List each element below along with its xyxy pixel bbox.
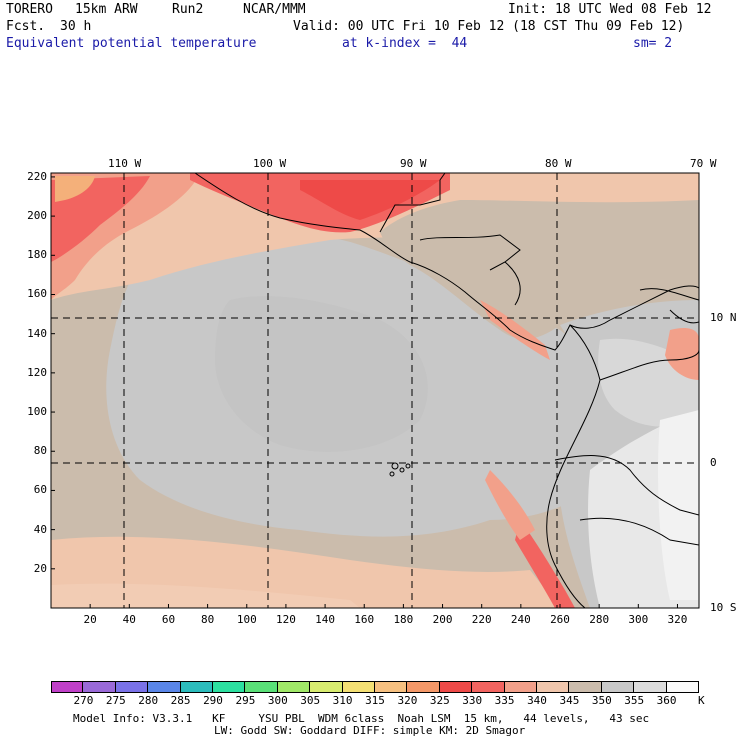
run-label: Run2 [172,2,204,17]
colorbar-swatch [569,681,602,693]
forecast-hours: 30 h [60,19,92,34]
y-tick-label: 120 [27,365,47,379]
x-tick-label: 40 [122,613,136,626]
y-tick-label: 220 [27,169,47,183]
colorbar-label: 330 [462,694,483,707]
colorbar-swatch [245,681,278,693]
x-tick-label: 100 [236,613,257,626]
graticule [51,173,699,608]
lon-label-90w: 90 W [400,157,427,170]
colorbar-label: 290 [203,694,223,707]
physics-info-line: LW: Godd SW: Goddard DIFF: simple KM: 2D… [214,724,526,737]
x-tick-label: 260 [550,613,570,626]
colorbar-label: 335 [494,694,515,707]
colorbar-label: 285 [170,694,191,707]
lon-label-110w: 110 W [108,157,142,170]
model-name: TORERO [6,2,53,17]
x-tick-label: 320 [667,613,688,626]
colorbar-swatch [213,681,246,693]
colorbar-label: 310 [332,694,353,707]
colorbar-label: 355 [624,694,645,707]
lat-label-10s: 10 S [710,601,737,614]
lon-label-80w: 80 W [545,157,572,170]
x-tick-label: 160 [354,613,375,626]
y-tick-label: 100 [27,405,47,419]
colorbar-swatch [537,681,570,693]
axis-ticks [51,176,678,608]
colorbar-label: 360 [656,694,677,707]
colorbar-label: 280 [138,694,159,707]
colorbar-swatch [504,681,537,693]
colorbar-label: 275 [105,694,126,707]
colorbar-swatch [310,681,343,693]
colorbar-swatch [180,681,213,693]
colorbar-label: 295 [235,694,256,707]
temperature-field [51,173,699,608]
colorbar-swatch [407,681,440,693]
colorbar-label: 325 [429,694,450,707]
colorbar-unit: K [698,694,705,707]
y-tick-label: 180 [27,248,47,262]
x-tick-label: 20 [83,613,97,626]
colorbar-swatch [634,681,667,693]
x-tick-label: 280 [589,613,610,626]
x-tick-label: 240 [510,613,531,626]
colorbar-swatch [375,681,408,693]
y-tick-label: 60 [33,483,47,497]
valid-time: Valid: 00 UTC Fri 10 Feb 12 (18 CST Thu … [293,19,685,34]
center-label: NCAR/MMM [243,2,306,17]
forecast-label: Fcst. [6,19,46,34]
lon-label-100w: 100 W [253,157,287,170]
x-tick-label: 60 [161,613,176,626]
init-time: Init: 18 UTC Wed 08 Feb 12 [508,2,712,17]
colorbar-swatch [472,681,505,693]
lon-label-70w: 70 W [690,157,717,170]
smoothing-label: sm= 2 [633,36,673,51]
x-tick-label: 180 [393,613,414,626]
colorbar-swatch [277,681,311,693]
colorbar-swatch [342,681,375,693]
colorbar-label: 350 [591,694,612,707]
x-tick-label: 200 [432,613,453,626]
lat-label-0: 0 [710,456,717,469]
colorbar-label: 305 [300,694,321,707]
y-tick-label: 40 [33,522,47,536]
y-tick-label: 160 [27,287,47,301]
y-tick-label: 140 [27,326,47,340]
y-tick-label: 80 [33,444,47,458]
colorbar-label: 345 [559,694,580,707]
field-title: Equivalent potential temperature [6,36,257,51]
lat-label-10n: 10 N [710,311,737,324]
colorbar-label: 320 [397,694,418,707]
colorbar-frame [51,681,699,693]
y-tick-label: 200 [27,209,47,223]
x-tick-label: 80 [200,613,215,626]
x-tick-label: 120 [275,613,296,626]
y-tick-label: 20 [33,561,47,575]
model-info-line: Model Info: V3.3.1 KF YSU PBL WDM 6class… [73,712,650,725]
colorbar-swatch [51,681,84,693]
colorbar-swatch [601,681,635,693]
colorbar-label: 270 [73,694,94,707]
coastline-layer [194,173,699,608]
x-tick-label: 300 [628,613,649,626]
level-label: at k-index = 44 [342,36,468,51]
colorbar-label: 300 [267,694,288,707]
colorbar-label: 315 [365,694,385,707]
colorbar-swatch [439,681,473,693]
colorbar-swatch [83,681,116,693]
colorbar-swatch [115,681,149,693]
x-tick-label: 220 [471,613,492,626]
x-tick-label: 140 [315,613,336,626]
map-frame [50,172,700,609]
colorbar-label: 340 [527,694,547,707]
colorbar-swatch [148,681,181,693]
model-resolution: 15km ARW [75,2,138,17]
